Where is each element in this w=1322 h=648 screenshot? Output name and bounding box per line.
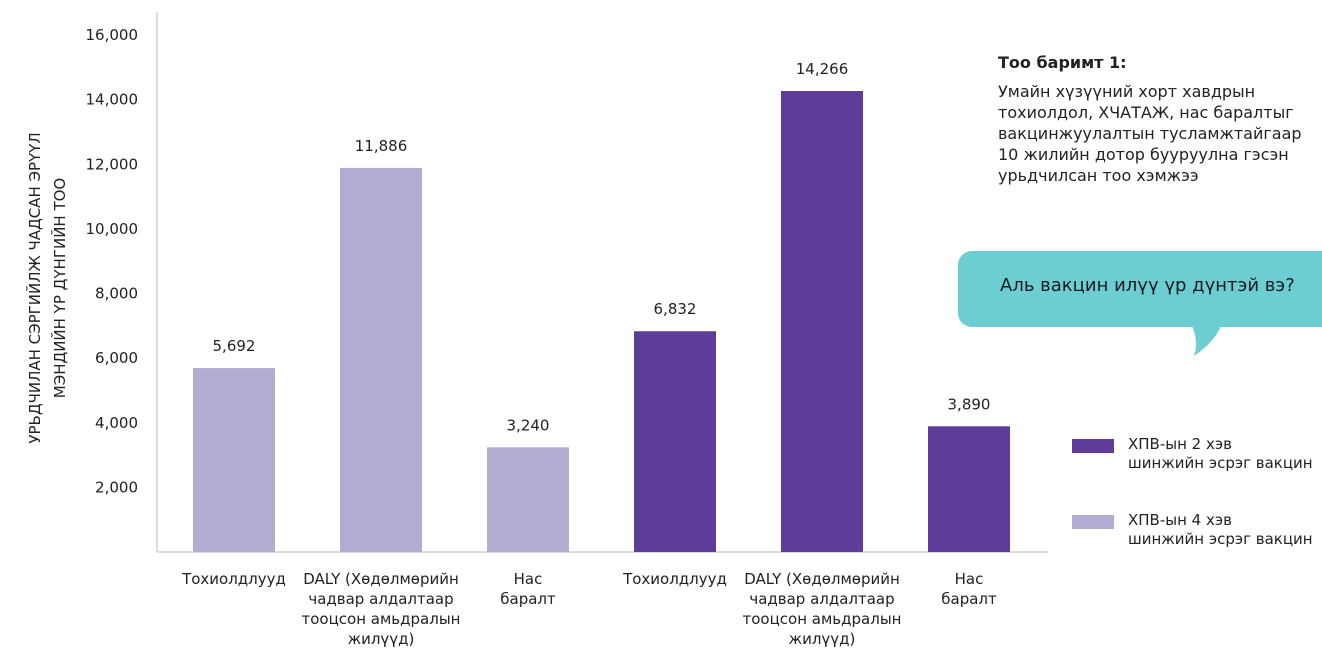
legend-swatch-hpv4: [1072, 515, 1114, 529]
x-category-label-line: DALY (Хөдөлмөрийн: [744, 570, 900, 588]
bar: [634, 331, 716, 552]
x-category-label-line: Тохиолдлууд: [181, 570, 286, 588]
legend-label-line: шинжийн эсрэг вакцин: [1128, 530, 1313, 548]
y-tick-label: 12,000: [86, 155, 139, 173]
y-tick-label: 14,000: [86, 91, 139, 109]
fact-line: Умайн хүзүүний хорт хавдрын: [998, 82, 1256, 101]
y-axis-title: УРЬДЧИЛАН СЭРГИЙЛЖ ЧАДСАН ЭРҮҮЛ МЭНДИЙН Ү…: [25, 132, 69, 443]
x-category-label: DALY (Хөдөлмөрийн чадвар алдалтаар тооцсон…: [302, 570, 461, 648]
y-tick-label: 8,000: [95, 285, 138, 303]
x-category-label-line: Тохиолдлууд: [622, 570, 727, 588]
fact-line: 10 жилийн дотор бууруулна гэсэн: [998, 145, 1289, 164]
x-category-label: DALY (Хөдөлмөрийн чадвар алдалтаар тооцсон…: [743, 570, 902, 648]
bars: [193, 91, 1010, 552]
legend-label-hpv4: ХПВ-ын 4 хэв шинжийн эсрэг вакцин: [1128, 511, 1322, 549]
x-category-label-line: баралт: [941, 590, 997, 608]
legend-label-line: ХПВ-ын 4 хэв: [1128, 511, 1232, 529]
x-category-label-line: Нас: [514, 570, 543, 588]
bar: [193, 368, 275, 552]
fact-line: тохиолдол, ХЧАТАЖ, нас баралтыг: [998, 103, 1294, 122]
x-category-label-line: DALY (Хөдөлмөрийн: [303, 570, 459, 588]
x-category-label-line: жилүүд): [789, 630, 856, 648]
category-labels: Тохиолдлууд DALY (Хөдөлмөрийн чадвар алдал…: [181, 570, 997, 648]
legend-swatch-hpv2: [1072, 439, 1114, 453]
x-category-label-line: Нас: [955, 570, 984, 588]
bar-value-label: 5,692: [213, 337, 256, 355]
x-category-label-line: тооцсон амьдралын: [302, 610, 461, 628]
x-category-label-line: тооцсон амьдралын: [743, 610, 902, 628]
x-category-label: Тохиолдлууд: [181, 570, 286, 588]
x-category-label-line: жилүүд): [348, 630, 415, 648]
x-category-label-line: чадвар алдалтаар: [749, 590, 894, 608]
legend-label-hpv2: ХПВ-ын 2 хэв шинжийн эсрэг вакцин: [1128, 435, 1322, 473]
speech-bubble-tail: [1188, 318, 1224, 356]
y-tick-label: 2,000: [95, 478, 138, 496]
x-category-label: Тохиолдлууд: [622, 570, 727, 588]
bar-value-label: 11,886: [355, 137, 408, 155]
x-category-label-line: чадвар алдалтаар: [308, 590, 453, 608]
y-tick-label: 10,000: [86, 220, 139, 238]
y-axis-title-line: МЭНДИЙН ҮР ДҮНГИЙН ТОО: [50, 178, 69, 398]
x-category-label-line: баралт: [500, 590, 556, 608]
x-category-label: Нас баралт: [500, 570, 556, 608]
value-labels: 5,692 11,886 3,240 6,832 14,266 3,890: [213, 60, 991, 434]
fact-line: вакцинжуулалтын тусламжтайгаар: [998, 124, 1302, 143]
y-tick-label: 6,000: [95, 349, 138, 367]
fact-line: урьдчилсан тоо хэмжээ: [998, 166, 1199, 185]
callout-text: Аль вакцин илүү үр дүнтэй вэ?: [1000, 275, 1295, 296]
y-axis-ticks: 2,000 4,000 6,000 8,000 10,000 12,000 14,000 16…: [86, 26, 139, 496]
bar: [781, 91, 863, 552]
bar: [928, 426, 1010, 552]
y-tick-label: 16,000: [86, 26, 139, 44]
fact-box: Тоо баримт 1: Умайн хүзүүний хорт хавдры…: [998, 52, 1322, 186]
fact-title: Тоо баримт 1:: [998, 53, 1127, 72]
bar: [487, 447, 569, 552]
x-category-label: Нас баралт: [941, 570, 997, 608]
speech-bubble: [958, 251, 1322, 327]
y-axis-label: УРЬДЧИЛАН СЭРГИЙЛЖ ЧАДСАН ЭРҮҮЛ МЭНДИЙН Ү…: [25, 132, 69, 443]
y-axis-title-line: УРЬДЧИЛАН СЭРГИЙЛЖ ЧАДСАН ЭРҮҮЛ: [25, 132, 44, 443]
bar-value-label: 6,832: [654, 300, 697, 318]
legend-label-line: шинжийн эсрэг вакцин: [1128, 454, 1313, 472]
bar-value-label: 3,890: [948, 395, 991, 413]
y-tick-label: 4,000: [95, 414, 138, 432]
bar-value-label: 14,266: [796, 60, 849, 78]
bar: [340, 167, 422, 552]
legend-label-line: ХПВ-ын 2 хэв: [1128, 435, 1232, 453]
bar-value-label: 3,240: [507, 416, 550, 434]
